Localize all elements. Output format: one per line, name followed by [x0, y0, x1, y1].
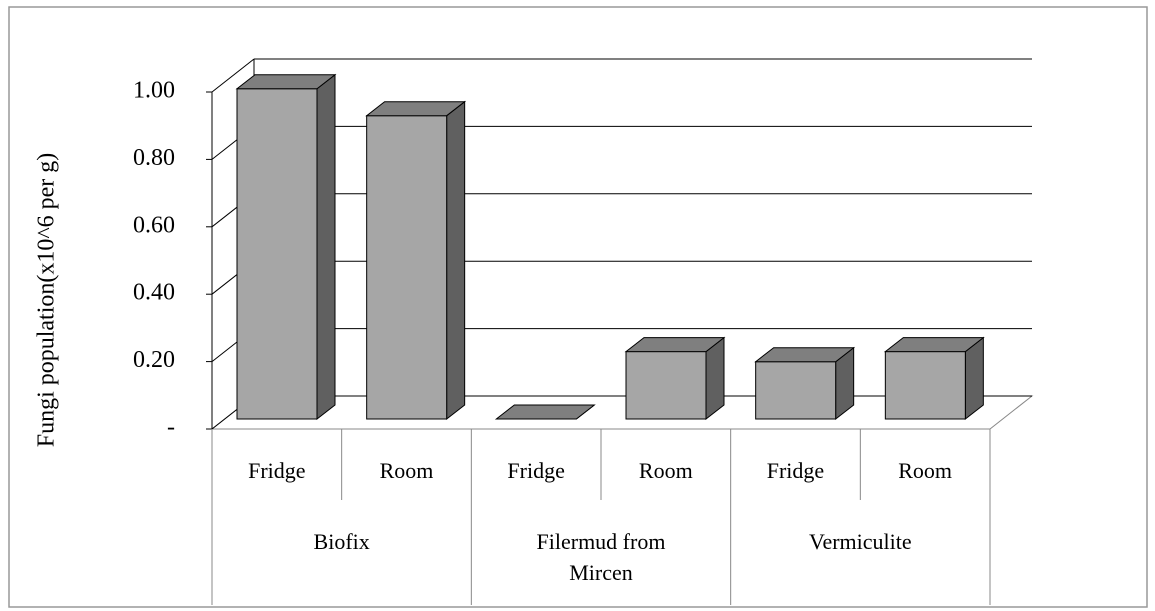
- group-label: Vermiculite: [809, 529, 912, 554]
- frame: [8, 6, 1148, 608]
- bar: [366, 115, 448, 420]
- x-tick-label: Fridge: [766, 458, 825, 483]
- x-tick-label: Room: [638, 458, 693, 483]
- bar: [625, 351, 707, 420]
- grid-line: [211, 58, 255, 93]
- x-tick-label: Room: [898, 458, 953, 483]
- bar-side: [316, 73, 336, 421]
- bar-top: [754, 347, 856, 363]
- bar-side: [446, 100, 466, 421]
- bar: [236, 88, 318, 420]
- y-tick-label: 0.20: [133, 347, 175, 373]
- bar: [755, 361, 837, 420]
- y-axis-title: Fungi population(x10^6 per g): [34, 153, 60, 448]
- x-tick-label: Fridge: [507, 458, 565, 483]
- y-tick-label: 0.80: [133, 145, 175, 171]
- group-label: Filermud from Mircen: [536, 529, 666, 585]
- bar-top: [365, 101, 467, 117]
- y-tick-label: -: [167, 415, 175, 441]
- bar-top: [624, 337, 726, 353]
- bar-top: [494, 404, 596, 420]
- group-label: Biofix: [313, 529, 370, 554]
- x-tick-label: Fridge: [248, 458, 306, 483]
- y-tick-label: 1.00: [133, 78, 175, 104]
- x-tick-label: Room: [379, 458, 434, 483]
- bar-top: [883, 337, 985, 353]
- bar: [884, 351, 966, 420]
- y-tick-label: 0.40: [133, 280, 175, 306]
- bar-top: [235, 74, 337, 90]
- y-tick-label: 0.60: [133, 212, 175, 238]
